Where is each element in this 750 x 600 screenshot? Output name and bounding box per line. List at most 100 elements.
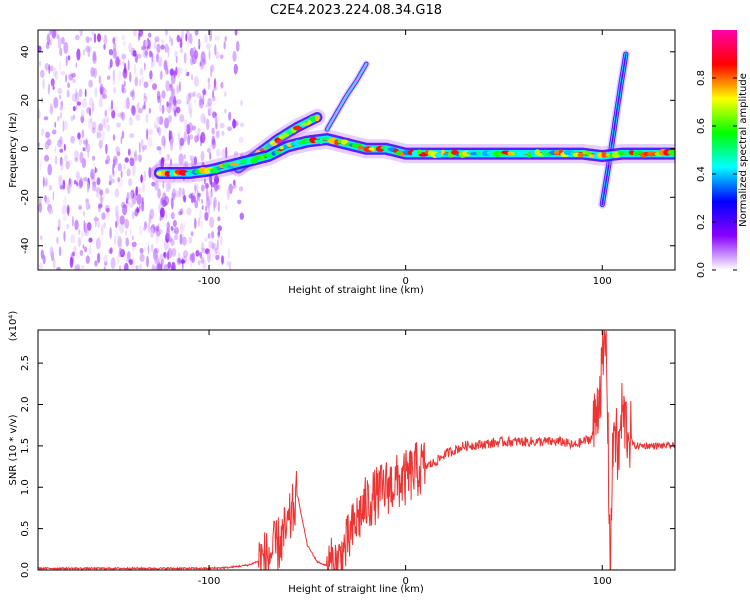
noise-speck — [173, 95, 177, 106]
noise-speck — [82, 139, 88, 145]
noise-speck — [86, 107, 91, 114]
noise-speck — [96, 177, 101, 186]
noise-speck — [52, 191, 55, 201]
noise-speck — [168, 101, 172, 110]
noise-speck — [179, 114, 185, 123]
noise-speck — [63, 230, 66, 242]
noise-speck — [217, 227, 221, 235]
noise-speck — [163, 252, 166, 257]
noise-speck — [38, 109, 41, 119]
noise-speck — [139, 204, 141, 210]
noise-speck — [141, 75, 144, 84]
snr-panel: -100 0 100 0.0 0.5 1.0 1.5 2.0 2.5 Height of st… — [8, 311, 676, 595]
noise-speck — [117, 215, 120, 226]
noise-speck — [214, 115, 219, 124]
noise-speck — [215, 254, 220, 261]
noise-speck — [209, 30, 212, 42]
noise-speck — [232, 119, 237, 129]
noise-speck — [223, 41, 226, 50]
noise-speck — [129, 157, 135, 167]
main-trace-blob — [507, 151, 513, 156]
main-trace-blob — [164, 170, 171, 177]
noise-speck — [170, 238, 175, 246]
noise-speck — [44, 196, 50, 205]
noise-speck — [200, 184, 205, 192]
noise-speck — [63, 143, 66, 151]
noise-speck — [135, 265, 139, 270]
main-trace-blob — [185, 171, 190, 176]
noise-speck — [59, 185, 64, 190]
noise-speck — [216, 184, 221, 190]
noise-speck — [79, 151, 84, 164]
noise-speck — [178, 67, 183, 75]
noise-speck — [117, 112, 123, 118]
noise-speck — [88, 79, 93, 88]
upper-branch-blob — [282, 132, 290, 138]
noise-speck — [69, 256, 74, 268]
noise-speck — [54, 30, 59, 37]
noise-speck — [66, 204, 70, 215]
main-trace-blob — [294, 139, 301, 147]
noise-speck — [130, 189, 135, 199]
noise-speck — [122, 68, 128, 79]
noise-speck — [54, 155, 58, 165]
main-trace-blob — [476, 150, 481, 156]
spectrogram-x-ticks: -100 0 100 — [198, 30, 612, 287]
noise-speck — [215, 51, 220, 59]
noise-speck — [125, 258, 128, 263]
noise-speck — [203, 65, 207, 72]
noise-speck — [185, 127, 189, 134]
noise-speck — [44, 154, 50, 162]
main-trace-blob — [283, 144, 289, 150]
noise-speck — [116, 253, 120, 265]
noise-speck — [199, 209, 202, 221]
noise-speck — [106, 124, 111, 132]
noise-speck — [238, 136, 244, 143]
noise-speck — [128, 178, 133, 187]
snr-y-tick-label-2: 1.0 — [20, 479, 31, 495]
noise-speck — [106, 211, 110, 218]
noise-speck — [151, 57, 153, 69]
noise-speck — [176, 99, 182, 105]
noise-speck — [72, 106, 76, 112]
noise-speck — [213, 197, 217, 208]
noise-speck — [213, 77, 217, 88]
noise-speck — [128, 191, 134, 200]
noise-speck — [224, 36, 227, 42]
noise-speck — [143, 170, 147, 182]
noise-speck — [171, 86, 175, 99]
noise-speck — [148, 109, 152, 114]
noise-speck — [52, 257, 56, 269]
noise-speck — [60, 138, 64, 149]
noise-speck — [125, 237, 129, 247]
noise-speck — [100, 195, 103, 208]
noise-speck — [57, 87, 63, 95]
noise-speck — [56, 34, 60, 39]
noise-speck — [147, 222, 151, 234]
noise-speck — [150, 167, 156, 172]
noise-speck — [147, 32, 152, 38]
noise-speck — [213, 243, 217, 252]
noise-speck — [217, 249, 220, 257]
colorbar-tick-label-1: 0.2 — [696, 214, 707, 230]
noise-speck — [68, 73, 74, 81]
noise-speck — [232, 50, 237, 62]
noise-speck — [144, 246, 147, 252]
noise-speck — [137, 101, 140, 111]
noise-speck — [103, 43, 106, 50]
noise-speck — [207, 97, 212, 107]
spectrogram-axes-frame — [37, 29, 676, 271]
noise-speck — [158, 228, 163, 235]
noise-speck — [124, 157, 129, 163]
noise-speck — [48, 37, 53, 43]
noise-speck — [76, 101, 82, 106]
noise-speck — [45, 42, 50, 50]
noise-speck — [95, 186, 101, 194]
snr-y-tick-label-0: 0.0 — [20, 562, 31, 578]
noise-speck — [136, 206, 139, 213]
main-trace-blob — [368, 147, 377, 151]
noise-speck — [94, 215, 98, 228]
noise-speck — [165, 64, 168, 75]
noise-speck — [82, 97, 87, 109]
noise-speck — [161, 104, 165, 115]
